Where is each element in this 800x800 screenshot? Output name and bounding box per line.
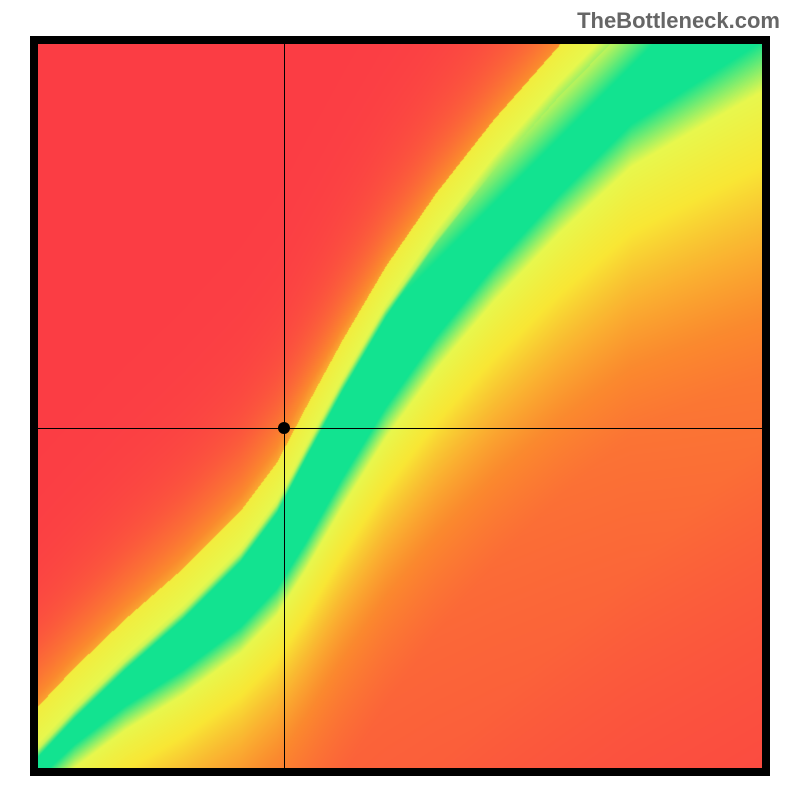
chart-area [30,36,770,776]
crosshair-vertical [284,44,285,768]
data-point-marker [278,422,290,434]
chart-container: { "watermark": { "text": "TheBottleneck.… [0,0,800,800]
heatmap-canvas [38,44,762,768]
watermark-text: TheBottleneck.com [577,8,780,34]
crosshair-horizontal [38,428,762,429]
